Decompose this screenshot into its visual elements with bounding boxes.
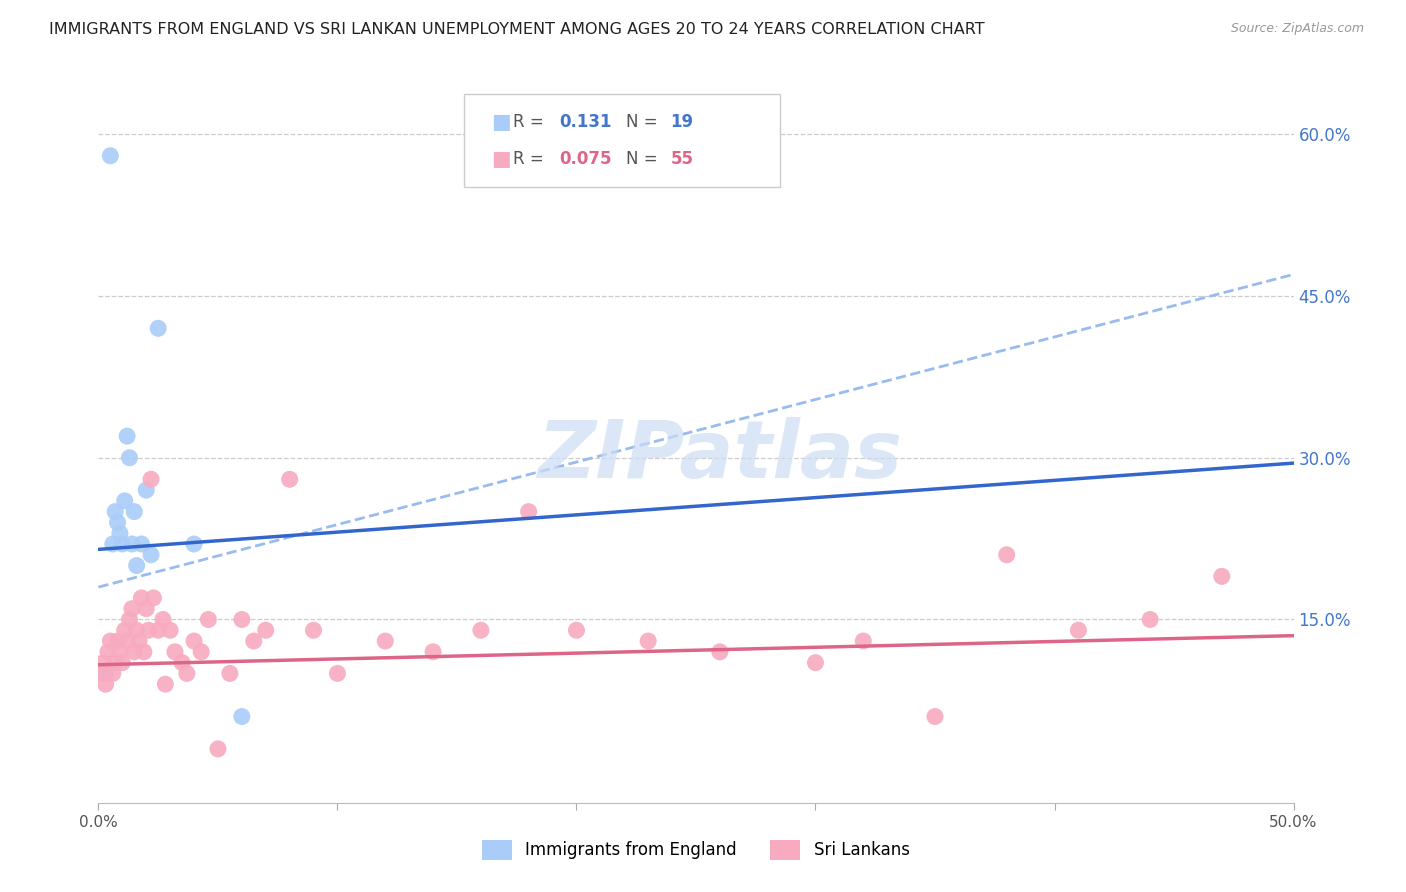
Point xyxy=(104,505,127,519)
Point xyxy=(139,472,162,486)
Point xyxy=(118,450,141,465)
Point xyxy=(374,634,396,648)
Point xyxy=(111,537,134,551)
Point xyxy=(852,634,875,648)
Text: N =: N = xyxy=(626,150,662,168)
Point xyxy=(243,634,266,648)
Point xyxy=(183,634,205,648)
Point xyxy=(108,526,131,541)
Point xyxy=(1139,612,1161,626)
Point xyxy=(142,591,165,605)
Text: IMMIGRANTS FROM ENGLAND VS SRI LANKAN UNEMPLOYMENT AMONG AGES 20 TO 24 YEARS COR: IMMIGRANTS FROM ENGLAND VS SRI LANKAN UN… xyxy=(49,22,984,37)
Point xyxy=(94,677,117,691)
Point xyxy=(924,709,946,723)
Point xyxy=(155,677,177,691)
Point xyxy=(114,493,136,508)
Point xyxy=(190,645,212,659)
Point xyxy=(104,656,127,670)
Point xyxy=(517,505,540,519)
Point xyxy=(132,645,155,659)
Point xyxy=(995,548,1018,562)
Point xyxy=(637,634,659,648)
Point xyxy=(115,634,138,648)
Point xyxy=(176,666,198,681)
Point xyxy=(111,656,134,670)
Point xyxy=(135,483,157,497)
Text: 0.075: 0.075 xyxy=(560,150,612,168)
Point xyxy=(131,537,153,551)
Point xyxy=(197,612,219,626)
Point xyxy=(183,537,205,551)
Text: N =: N = xyxy=(626,113,662,131)
Point xyxy=(124,505,146,519)
Text: Source: ZipAtlas.com: Source: ZipAtlas.com xyxy=(1230,22,1364,36)
Point xyxy=(139,548,162,562)
Text: R =: R = xyxy=(513,113,550,131)
Point xyxy=(159,624,181,638)
Text: ■: ■ xyxy=(491,149,510,169)
Point xyxy=(422,645,444,659)
Point xyxy=(91,656,114,670)
Point xyxy=(163,645,186,659)
Point xyxy=(207,742,229,756)
Point xyxy=(326,666,349,681)
Point xyxy=(115,429,138,443)
Point xyxy=(94,666,117,681)
Point xyxy=(124,645,146,659)
Point xyxy=(231,612,253,626)
Point xyxy=(219,666,242,681)
Point xyxy=(1067,624,1090,638)
Point xyxy=(121,537,143,551)
Text: 19: 19 xyxy=(671,113,693,131)
Point xyxy=(107,516,129,530)
Point xyxy=(135,601,157,615)
Point xyxy=(172,656,194,670)
Point xyxy=(709,645,731,659)
Point xyxy=(128,634,150,648)
Point xyxy=(98,634,122,648)
Point xyxy=(278,472,301,486)
Point xyxy=(302,624,325,638)
Point xyxy=(131,591,153,605)
Point xyxy=(565,624,588,638)
Point xyxy=(152,612,174,626)
Point xyxy=(138,624,160,638)
Point xyxy=(114,624,136,638)
Point xyxy=(148,624,170,638)
Point xyxy=(125,558,148,573)
Point xyxy=(121,601,143,615)
Text: ZIPatlas: ZIPatlas xyxy=(537,417,903,495)
Legend: Immigrants from England, Sri Lankans: Immigrants from England, Sri Lankans xyxy=(475,833,917,867)
Point xyxy=(101,537,124,551)
Point xyxy=(108,645,131,659)
Text: 0.131: 0.131 xyxy=(560,113,612,131)
Text: R =: R = xyxy=(513,150,550,168)
Point xyxy=(148,321,170,335)
Point xyxy=(90,666,112,681)
Point xyxy=(107,634,129,648)
Text: ■: ■ xyxy=(491,112,510,132)
Point xyxy=(97,645,120,659)
Point xyxy=(1211,569,1233,583)
Point xyxy=(254,624,277,638)
Point xyxy=(125,624,148,638)
Point xyxy=(101,666,124,681)
Point xyxy=(231,709,253,723)
Point xyxy=(118,612,141,626)
Point xyxy=(804,656,827,670)
Text: 55: 55 xyxy=(671,150,693,168)
Point xyxy=(98,149,122,163)
Point xyxy=(470,624,492,638)
